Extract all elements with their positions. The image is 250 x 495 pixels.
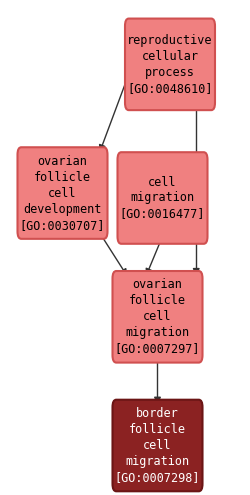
- Text: ovarian
follicle
cell
development
[GO:0030707]: ovarian follicle cell development [GO:00…: [20, 154, 105, 232]
- Text: ovarian
follicle
cell
migration
[GO:0007297]: ovarian follicle cell migration [GO:0007…: [115, 278, 200, 355]
- FancyBboxPatch shape: [18, 148, 108, 239]
- Text: cell
migration
[GO:0016477]: cell migration [GO:0016477]: [120, 176, 205, 220]
- Text: border
follicle
cell
migration
[GO:0007298]: border follicle cell migration [GO:00072…: [115, 407, 200, 484]
- Text: reproductive
cellular
process
[GO:0048610]: reproductive cellular process [GO:004861…: [127, 34, 213, 95]
- FancyBboxPatch shape: [112, 400, 202, 491]
- FancyBboxPatch shape: [125, 19, 215, 110]
- FancyBboxPatch shape: [118, 152, 208, 244]
- FancyBboxPatch shape: [112, 271, 202, 362]
